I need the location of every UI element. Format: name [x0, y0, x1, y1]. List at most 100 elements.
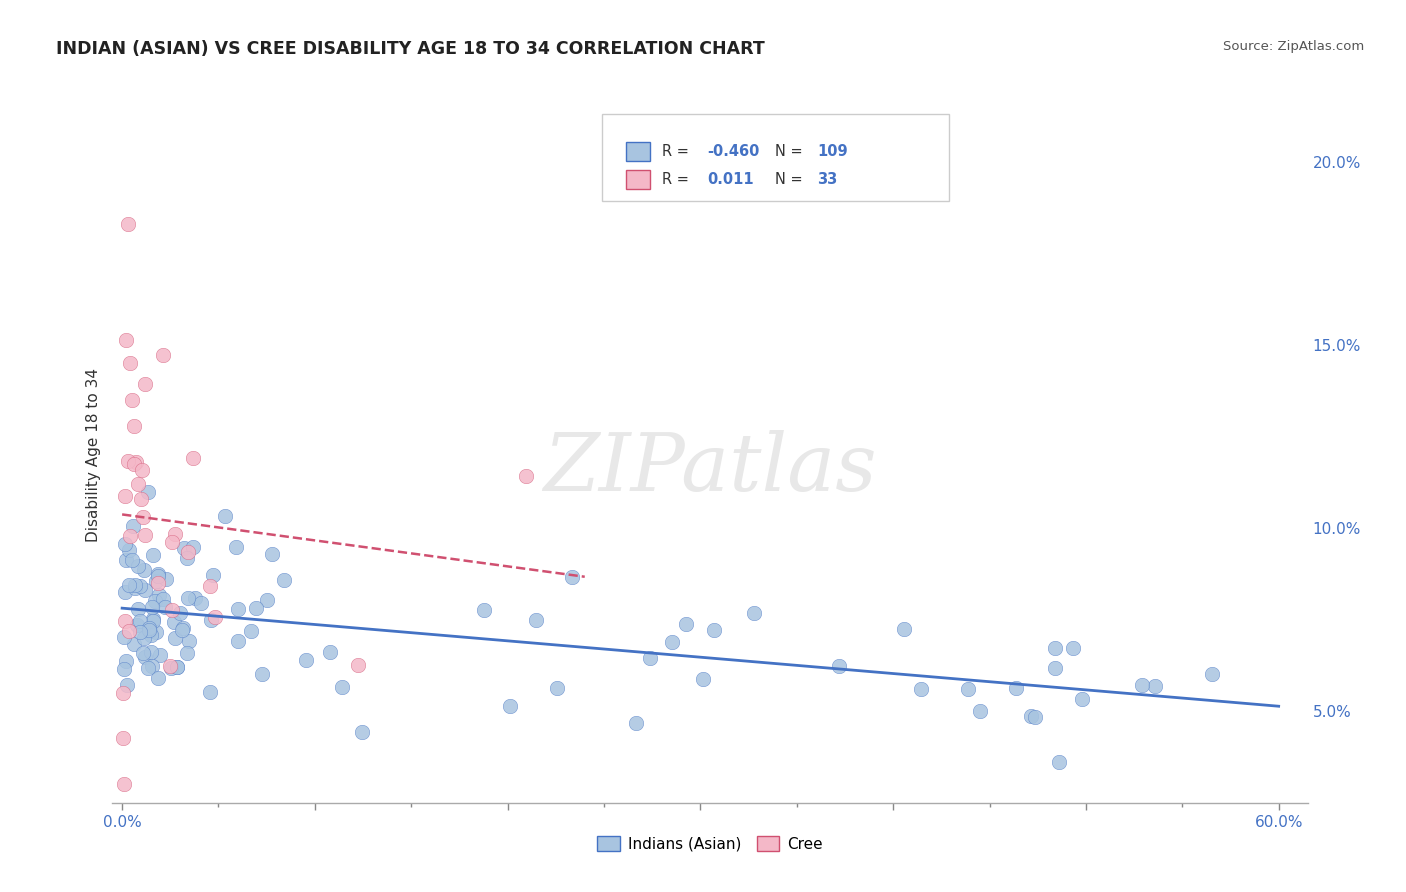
Point: [127, 477, 149, 491]
Point: [692, 672, 714, 686]
Point: [141, 612, 163, 626]
Point: [131, 462, 153, 476]
Point: [139, 627, 162, 641]
Y-axis label: Disability Age 18 to 34: Disability Age 18 to 34: [86, 368, 101, 542]
Point: [624, 716, 647, 731]
Point: [703, 623, 725, 637]
Point: [149, 648, 172, 662]
Point: [202, 567, 225, 582]
Point: [145, 624, 167, 639]
Point: [127, 559, 149, 574]
Point: [115, 553, 138, 567]
Point: [181, 541, 204, 555]
FancyBboxPatch shape: [627, 142, 650, 161]
Point: [155, 572, 177, 586]
Point: [112, 662, 135, 676]
Point: [561, 569, 583, 583]
FancyBboxPatch shape: [627, 169, 650, 189]
Point: [893, 623, 915, 637]
Text: Source: ZipAtlas.com: Source: ZipAtlas.com: [1223, 40, 1364, 54]
Point: [184, 591, 207, 605]
Point: [152, 347, 174, 361]
Point: [139, 624, 162, 639]
Point: [159, 659, 181, 673]
Point: [273, 573, 295, 587]
Point: [1043, 661, 1066, 675]
Point: [163, 615, 186, 629]
Point: [162, 603, 184, 617]
Point: [118, 624, 141, 638]
Text: N =: N =: [775, 145, 807, 159]
Point: [969, 705, 991, 719]
Point: [115, 678, 138, 692]
Point: [675, 616, 697, 631]
Text: 0.011: 0.011: [707, 172, 754, 187]
Point: [226, 634, 249, 648]
Point: [131, 491, 153, 506]
Point: [1004, 681, 1026, 695]
Point: [132, 510, 155, 524]
Point: [129, 624, 152, 639]
Point: [262, 547, 284, 561]
Point: [1143, 679, 1166, 693]
Point: [1045, 640, 1067, 655]
Point: [122, 418, 145, 433]
Point: [176, 646, 198, 660]
Point: [526, 613, 548, 627]
Point: [134, 650, 156, 665]
Point: [347, 657, 370, 672]
Point: [146, 576, 169, 591]
Point: [1201, 666, 1223, 681]
Point: [828, 659, 851, 673]
Point: [124, 582, 146, 596]
Text: R =: R =: [662, 172, 697, 187]
Point: [141, 659, 163, 673]
Point: [214, 508, 236, 523]
Point: [204, 610, 226, 624]
Point: [138, 624, 160, 638]
Point: [134, 528, 156, 542]
Text: -0.460: -0.460: [707, 145, 759, 159]
Point: [142, 548, 165, 562]
Point: [112, 777, 135, 791]
Point: [910, 682, 932, 697]
Point: [138, 621, 160, 635]
Point: [122, 518, 145, 533]
Point: [250, 666, 273, 681]
Point: [112, 685, 135, 699]
Point: [166, 659, 188, 673]
Point: [245, 601, 267, 615]
Point: [114, 654, 136, 668]
Point: [181, 450, 204, 465]
Point: [118, 356, 141, 370]
Point: [114, 537, 136, 551]
Point: [176, 550, 198, 565]
Point: [114, 585, 136, 599]
Point: [256, 593, 278, 607]
Point: [115, 333, 138, 347]
Point: [117, 454, 139, 468]
Point: [319, 645, 342, 659]
Point: [1049, 755, 1071, 769]
Point: [143, 594, 166, 608]
Point: [134, 582, 156, 597]
Point: [166, 660, 188, 674]
Point: [160, 534, 183, 549]
Point: [122, 637, 145, 651]
Text: 33: 33: [817, 172, 838, 187]
Point: [661, 635, 683, 649]
Point: [141, 645, 163, 659]
Point: [134, 376, 156, 391]
Point: [198, 685, 221, 699]
Point: [295, 653, 318, 667]
Text: INDIAN (ASIAN) VS CREE DISABILITY AGE 18 TO 34 CORRELATION CHART: INDIAN (ASIAN) VS CREE DISABILITY AGE 18…: [56, 40, 765, 58]
Point: [128, 601, 150, 615]
Point: [172, 621, 194, 635]
Point: [1071, 691, 1094, 706]
Point: [114, 490, 136, 504]
Point: [118, 542, 141, 557]
Point: [117, 217, 139, 231]
Point: [1062, 641, 1084, 656]
Point: [638, 651, 661, 665]
Point: [226, 602, 249, 616]
